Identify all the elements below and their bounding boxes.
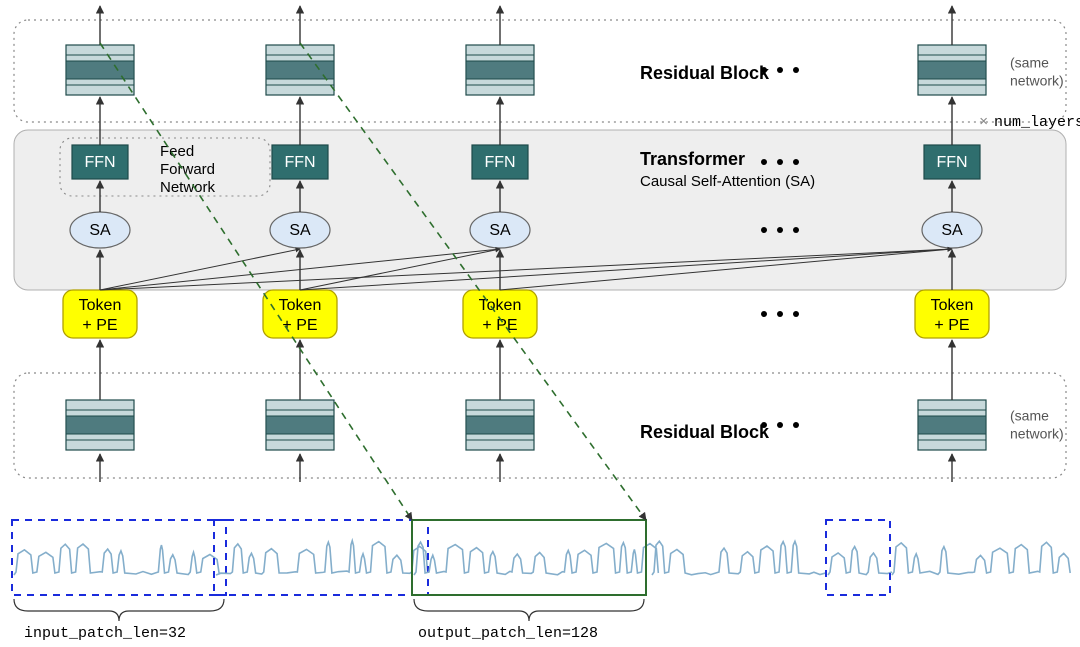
wave-seg-10 [892, 542, 1070, 575]
transformer-subtitle: Causal Self-Attention (SA) [640, 173, 815, 190]
token-0-label1: Token [79, 297, 122, 314]
ellipsis-row-0 [761, 67, 767, 73]
top-same-network-line2: network) [1010, 73, 1064, 89]
ellipsis-row-0 [793, 67, 799, 73]
sa-3-label: SA [941, 222, 963, 239]
wave-seg-4 [414, 542, 658, 575]
ffn-2-label: FFN [484, 154, 515, 171]
sa-0-label: SA [89, 222, 111, 239]
bottom-same-network-line1: (same [1010, 408, 1049, 424]
bottom-residual-label: Residual Block [640, 422, 770, 442]
ffn-callout-line3: Network [160, 179, 216, 196]
token-0-label2: + PE [82, 317, 117, 334]
top-residual-panel [14, 20, 1066, 122]
token-2-label1: Token [479, 297, 522, 314]
bottom-residual-0 [66, 400, 134, 450]
ellipsis-row-3 [793, 311, 799, 317]
ellipsis-row-1 [761, 159, 767, 165]
wave-seg-6 [652, 541, 826, 575]
ellipsis-row-4 [793, 422, 799, 428]
bottom-residual-panel [14, 373, 1066, 478]
wave-seg-2 [216, 541, 428, 575]
label-input-patch: input_patch_len=32 [24, 625, 186, 642]
ellipsis-row-3 [777, 311, 783, 317]
brace-input [14, 599, 224, 621]
ellipsis-row-1 [793, 159, 799, 165]
num-layers-text: num_layers [994, 114, 1080, 131]
transformer-title: Transformer [640, 149, 745, 169]
top-residual-2 [466, 45, 534, 95]
ffn-1-label: FFN [284, 154, 315, 171]
token-1-label2: + PE [282, 317, 317, 334]
token-3-label1: Token [931, 297, 974, 314]
top-residual-label: Residual Block [640, 63, 770, 83]
ellipsis-row-4 [777, 422, 783, 428]
ellipsis-row-2 [777, 227, 783, 233]
label-output-patch: output_patch_len=128 [418, 625, 598, 642]
ellipsis-row-0 [777, 67, 783, 73]
ellipsis-row-2 [793, 227, 799, 233]
top-residual-3 [918, 45, 986, 95]
architecture-diagram: Transformer Causal Self-Attention (SA) × nu… [0, 0, 1080, 647]
wave-seg-0 [14, 544, 227, 575]
num-layers-prefix: × [979, 113, 988, 130]
bottom-residual-3 [918, 400, 986, 450]
sa-1-label: SA [289, 222, 311, 239]
ellipsis-row-4 [761, 422, 767, 428]
ellipsis-row-2 [761, 227, 767, 233]
token-1-label1: Token [279, 297, 322, 314]
bottom-same-network-line2: network) [1010, 426, 1064, 442]
ellipsis-row-3 [761, 311, 767, 317]
ffn-callout-line1: Feed [160, 143, 194, 160]
sa-2-label: SA [489, 222, 511, 239]
top-residual-0 [66, 45, 134, 95]
ellipsis-row-1 [777, 159, 783, 165]
patch-box-2 [214, 520, 428, 595]
token-3-label2: + PE [934, 317, 969, 334]
brace-output [414, 599, 644, 621]
wave-seg-8 [828, 547, 892, 575]
top-residual-1 [266, 45, 334, 95]
bottom-residual-2 [466, 400, 534, 450]
ffn-0-label: FFN [84, 154, 115, 171]
bottom-residual-1 [266, 400, 334, 450]
top-same-network-line1: (same [1010, 55, 1049, 71]
ffn-3-label: FFN [936, 154, 967, 171]
